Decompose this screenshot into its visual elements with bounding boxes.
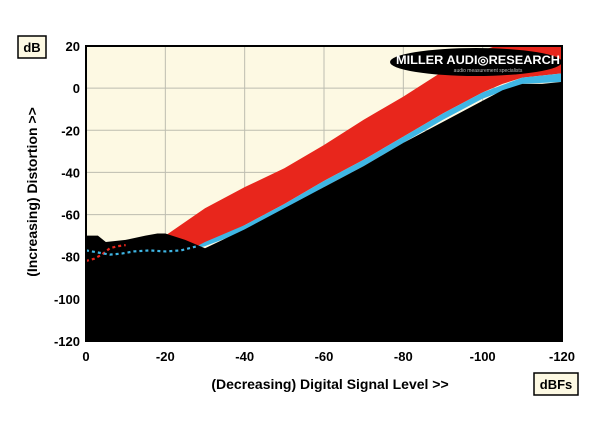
y-unit-label: dB bbox=[23, 40, 40, 55]
plot-frame bbox=[85, 45, 563, 342]
y-tick-label: 20 bbox=[66, 39, 80, 54]
y-tick-label: -40 bbox=[61, 165, 80, 180]
y-tick-label: -60 bbox=[61, 208, 80, 223]
series-black-floor bbox=[86, 81, 562, 341]
x-unit-box: dBFs bbox=[533, 372, 579, 396]
y-tick-label: -100 bbox=[54, 292, 80, 307]
svg-text:MILLER AUDI◎RESEARCH: MILLER AUDI◎RESEARCH bbox=[396, 55, 560, 67]
y-axis-title: (Increasing) Distortion >> bbox=[24, 107, 40, 277]
x-tick-label: 0 bbox=[82, 349, 89, 364]
x-unit-label: dBFs bbox=[540, 377, 573, 392]
y-tick-label: -80 bbox=[61, 250, 80, 265]
x-axis-title: (Decreasing) Digital Signal Level >> bbox=[211, 376, 448, 392]
x-tick-label: -20 bbox=[156, 349, 175, 364]
x-tick-label: -60 bbox=[315, 349, 334, 364]
x-tick-label: -100 bbox=[470, 349, 496, 364]
y-tick-label: -120 bbox=[54, 334, 80, 349]
x-tick-label: -120 bbox=[549, 349, 575, 364]
miller-audio-research-logo: MILLER AUDI◎RESEARCH audio measurement s… bbox=[390, 48, 562, 76]
y-unit-box: dB bbox=[17, 35, 47, 59]
series-cyan-band bbox=[86, 73, 562, 253]
x-tick-label: -40 bbox=[235, 349, 254, 364]
series-red-band bbox=[86, 46, 562, 261]
y-tick-label: -20 bbox=[61, 123, 80, 138]
series-red-dotted-trace bbox=[86, 244, 126, 262]
series-cyan-dotted-trace bbox=[86, 245, 198, 256]
svg-text:audio measurement specialists: audio measurement specialists bbox=[454, 68, 523, 74]
x-tick-label: -80 bbox=[394, 349, 413, 364]
y-tick-label: 0 bbox=[73, 81, 80, 96]
